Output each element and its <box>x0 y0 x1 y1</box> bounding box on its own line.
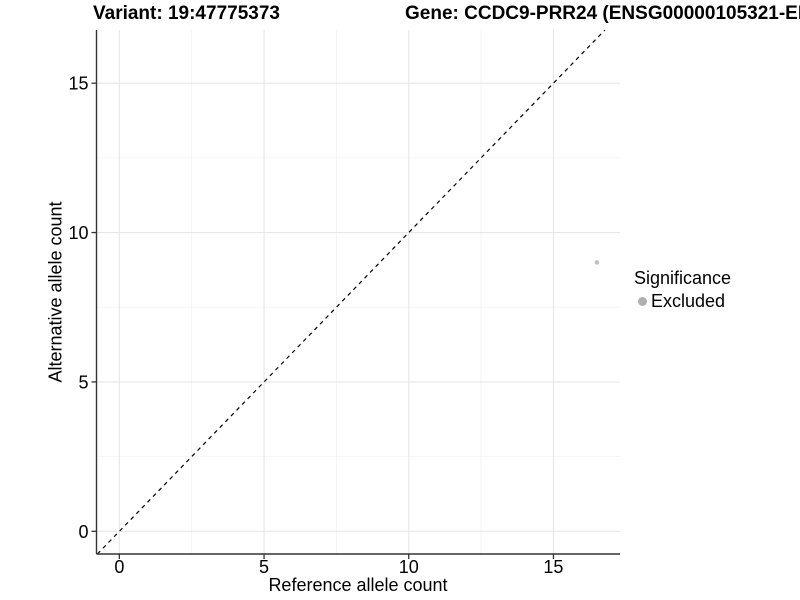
x-tick-label: 15 <box>543 557 563 577</box>
legend-item-excluded: Excluded <box>634 291 731 312</box>
legend-item-label: Excluded <box>651 291 726 311</box>
variant-title: Variant: 19:47775373 <box>93 3 280 24</box>
y-axis-title: Alternative allele count <box>45 201 66 383</box>
x-axis-title: Reference allele count <box>268 575 448 595</box>
legend-title: Significance <box>634 268 732 288</box>
y-tick-label: 10 <box>68 223 88 243</box>
x-tick-label: 0 <box>114 557 124 577</box>
gene-title: Gene: CCDC9-PRR24 (ENSG00000105321-EN <box>405 3 800 24</box>
legend-point-icon <box>638 297 647 306</box>
y-tick-label: 15 <box>68 74 88 94</box>
y-tick-label: 5 <box>78 372 88 392</box>
legend: Significance Excluded <box>634 268 731 312</box>
x-tick-label: 5 <box>259 557 269 577</box>
y-tick-label: 0 <box>78 522 88 542</box>
data-point <box>594 260 600 265</box>
identity-dashed-line <box>96 29 606 555</box>
x-tick-label: 10 <box>399 557 419 577</box>
